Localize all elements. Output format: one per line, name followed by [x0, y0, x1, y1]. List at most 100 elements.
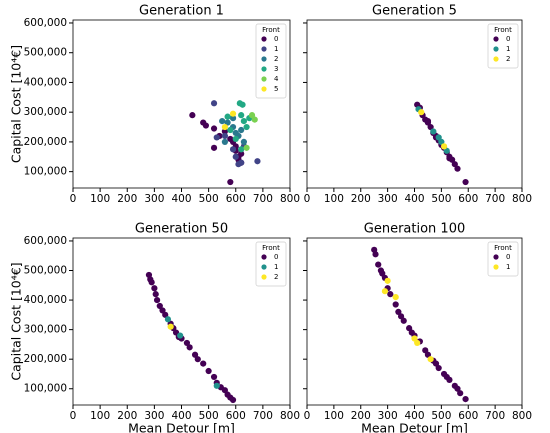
- point: [248, 112, 256, 119]
- point: [435, 134, 442, 141]
- x-tick-label: 400: [171, 193, 191, 205]
- y-tick-label: 500,000: [24, 47, 67, 59]
- x-tick-label: 500: [431, 193, 451, 205]
- y-tick-label: 600,000: [24, 17, 67, 29]
- point: [189, 112, 196, 119]
- legend-title: Front: [262, 26, 280, 34]
- point: [164, 316, 172, 323]
- point: [219, 117, 226, 125]
- x-tick-label: 300: [144, 193, 164, 205]
- legend-marker: [493, 36, 499, 42]
- point: [232, 153, 239, 160]
- x-tick-label: 100: [90, 193, 110, 205]
- point: [194, 356, 201, 363]
- point: [424, 117, 432, 125]
- point: [167, 323, 174, 330]
- point: [156, 302, 163, 310]
- point: [221, 132, 228, 140]
- point: [240, 138, 247, 146]
- subplot-title: Generation 100: [364, 222, 465, 237]
- y-tick-label: 300,000: [24, 324, 67, 336]
- point: [210, 144, 218, 151]
- y-tick-label: 400,000: [24, 294, 67, 306]
- point: [183, 339, 191, 347]
- point: [232, 135, 239, 143]
- point: [238, 146, 245, 153]
- point: [213, 134, 220, 141]
- legend-marker: [493, 56, 499, 62]
- point: [238, 126, 245, 134]
- point: [177, 332, 184, 339]
- point: [238, 159, 245, 166]
- point: [210, 100, 218, 107]
- x-tick-label: 500: [199, 193, 219, 205]
- legend-label: 3: [274, 65, 278, 73]
- point: [372, 251, 379, 258]
- point: [227, 126, 234, 134]
- point: [224, 113, 231, 120]
- point: [462, 178, 469, 186]
- x-tick-label: 600: [226, 193, 246, 205]
- point: [384, 277, 391, 284]
- x-tick-label: 600: [226, 410, 246, 422]
- point: [229, 396, 237, 404]
- legend-title: Front: [262, 244, 280, 252]
- legend-marker: [493, 254, 499, 260]
- legend-label: 1: [274, 45, 278, 53]
- subplot: Generation 5 0 100 200 300 400 500 600 700 800 Fro…: [303, 4, 532, 205]
- point: [162, 311, 169, 318]
- point: [418, 109, 425, 116]
- subplot-title: Generation 5: [372, 4, 457, 19]
- legend-label: 5: [274, 85, 278, 93]
- point: [251, 116, 258, 123]
- subplot: Generation 100 0 100 200 300 400 500 600 700 800 M…: [303, 222, 532, 433]
- y-tick-label: 100,000: [24, 383, 67, 395]
- point: [229, 110, 237, 117]
- legend-label: 1: [506, 263, 510, 271]
- legend-marker: [493, 46, 499, 52]
- point: [427, 356, 434, 363]
- x-tick-label: 300: [378, 410, 398, 422]
- point: [254, 158, 261, 165]
- legend-label: 0: [506, 35, 510, 43]
- legend-label: 2: [274, 55, 278, 63]
- x-tick-label: 300: [378, 193, 398, 205]
- legend-label: 1: [274, 263, 278, 271]
- point: [152, 291, 159, 298]
- point: [221, 387, 228, 394]
- x-tick-label: 300: [144, 410, 164, 422]
- subplot: Generation 1 0 100 200 300 400 500 600 700 800 100…: [9, 4, 301, 206]
- plot-frame: [72, 237, 291, 406]
- point: [210, 373, 218, 381]
- point: [381, 288, 389, 295]
- subplot-title: Generation 1: [139, 4, 224, 19]
- x-tick-label: 400: [404, 193, 424, 205]
- x-tick-label: 800: [512, 193, 532, 205]
- x-tick-label: 400: [171, 410, 191, 422]
- legend-title: Front: [494, 244, 512, 252]
- point: [454, 165, 461, 172]
- y-tick-label: 500,000: [24, 265, 67, 277]
- y-tick-label: 200,000: [24, 353, 67, 365]
- point: [148, 279, 155, 286]
- point: [200, 360, 207, 367]
- point: [229, 115, 237, 122]
- point: [221, 138, 228, 146]
- x-tick-label: 0: [304, 193, 311, 205]
- point: [446, 155, 453, 162]
- legend-label: 1: [506, 45, 510, 53]
- y-axis-label: Capital Cost [10⁴€]: [9, 262, 24, 380]
- x-tick-label: 800: [280, 193, 300, 205]
- subplot-title: Generation 50: [135, 222, 228, 237]
- plot-frame: [72, 19, 291, 189]
- legend-label: 4: [274, 75, 279, 83]
- point: [414, 339, 421, 347]
- x-tick-label: 200: [351, 410, 371, 422]
- point: [159, 307, 166, 314]
- point: [202, 122, 210, 129]
- point: [392, 294, 399, 301]
- x-tick-label: 600: [458, 410, 478, 422]
